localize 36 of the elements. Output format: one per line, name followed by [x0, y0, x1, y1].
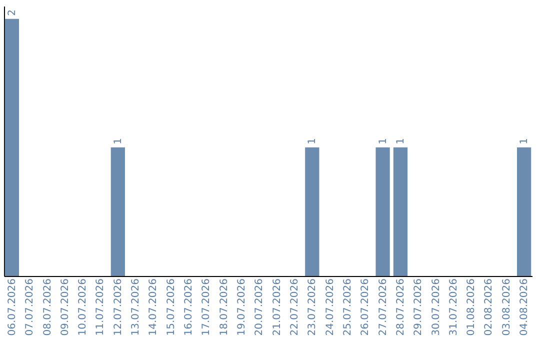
x-tick-label: 16.07.2026 [184, 278, 195, 336]
x-tick-label: 21.07.2026 [272, 278, 283, 336]
x-tick-label: 12.07.2026 [112, 278, 124, 336]
x-tick-label: 19.07.2026 [236, 278, 248, 336]
x-tick-label: 02.08.2026 [484, 278, 495, 336]
x-tick-label: 15.07.2026 [166, 278, 177, 336]
data-label: 1 [395, 138, 406, 144]
x-tick-label: 18.07.2026 [218, 278, 230, 336]
x-tick-label: 07.07.2026 [24, 278, 36, 336]
x-tick-label: 25.07.2026 [342, 278, 354, 336]
data-label: 1 [378, 138, 389, 144]
x-tick-label: 22.07.2026 [289, 278, 300, 336]
data-label: 1 [307, 138, 318, 144]
x-tick-label: 09.07.2026 [60, 278, 71, 336]
x-tick-label: 27.07.2026 [378, 278, 389, 336]
x-tick-label: 24.07.2026 [324, 278, 336, 336]
x-tick-label: 29.07.2026 [413, 278, 424, 336]
x-tick-label: 13.07.2026 [130, 278, 142, 336]
x-tick-label: 17.07.2026 [201, 278, 212, 336]
x-tick-label: 06.07.2026 [6, 278, 18, 336]
x-tick-label: 03.08.2026 [501, 278, 512, 336]
x-tick-label: 14.07.2026 [148, 278, 160, 336]
data-label: 2 [6, 9, 18, 16]
x-tick-label: 20.07.2026 [254, 278, 266, 336]
x-tick-label: 31.07.2026 [448, 278, 460, 336]
x-tick-label: 11.07.2026 [95, 278, 106, 336]
x-tick-label: 10.07.2026 [78, 278, 89, 336]
x-tick-label: 28.07.2026 [395, 278, 406, 336]
x-tick-label: 08.07.2026 [42, 278, 54, 336]
x-tick-label: 01.08.2026 [466, 278, 478, 336]
x-tick-label: 23.07.2026 [307, 278, 318, 336]
data-label: 1 [519, 138, 530, 144]
data-label: 1 [112, 138, 124, 144]
x-tick-label: 30.07.2026 [430, 278, 442, 336]
x-tick-label: 04.08.2026 [519, 278, 530, 336]
x-tick-label: 26.07.2026 [360, 278, 372, 336]
